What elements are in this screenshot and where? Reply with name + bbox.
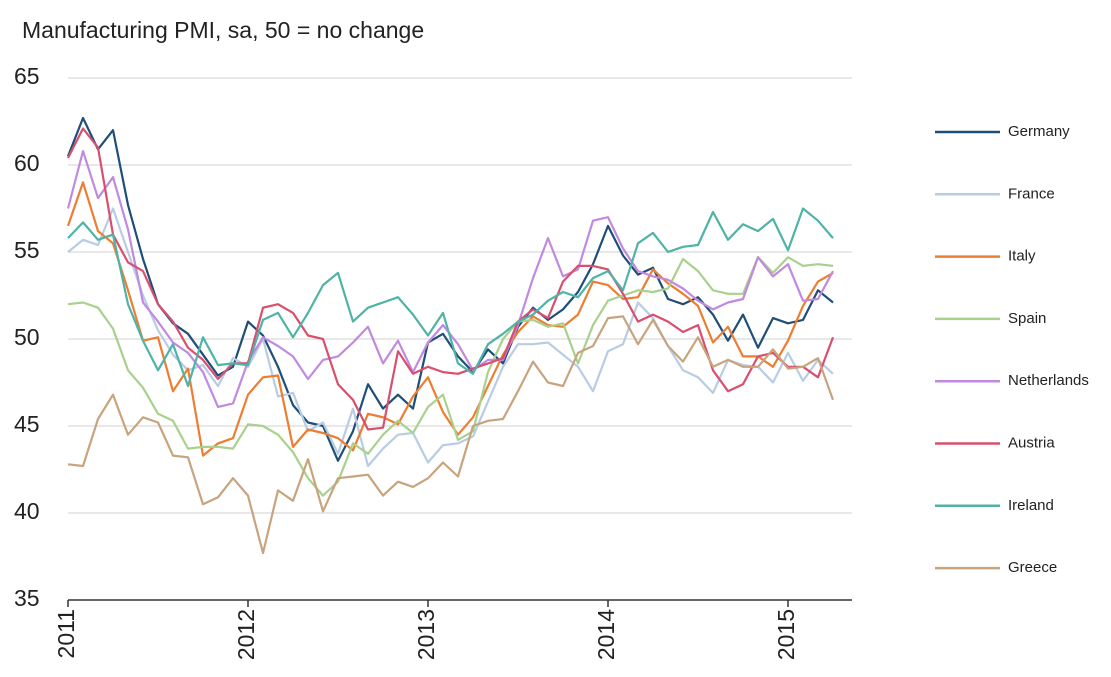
x-tick-label: 2011 [53, 609, 79, 658]
y-tick-label: 55 [14, 237, 40, 263]
y-tick-label: 50 [14, 324, 40, 350]
y-tick-label: 40 [14, 498, 40, 524]
legend-label: Ireland [1008, 497, 1054, 514]
y-tick-label: 60 [14, 150, 40, 176]
series-line [67, 256, 834, 497]
legend-label: Greece [1008, 559, 1057, 576]
chart-title: Manufacturing PMI, sa, 50 = no change [22, 17, 424, 43]
y-tick-label: 45 [14, 411, 40, 437]
series-line [67, 207, 834, 388]
series-line [67, 315, 835, 555]
x-tick-label: 2014 [593, 609, 619, 660]
series-line [66, 116, 834, 462]
series-line [66, 181, 834, 457]
y-tick-label: 65 [14, 63, 40, 89]
legend-label: Italy [1008, 248, 1036, 265]
legend-label: France [1008, 185, 1055, 202]
legend-label: Spain [1008, 310, 1046, 327]
legend-label: Germany [1008, 123, 1070, 140]
legend-label: Netherlands [1008, 372, 1089, 389]
x-tick-label: 2013 [413, 609, 439, 660]
y-tick-label: 35 [14, 585, 40, 611]
x-tick-label: 2015 [773, 609, 799, 660]
x-tick-label: 2012 [233, 609, 259, 660]
series-line [67, 127, 835, 431]
series-line [67, 207, 834, 468]
legend-label: Austria [1008, 434, 1055, 451]
